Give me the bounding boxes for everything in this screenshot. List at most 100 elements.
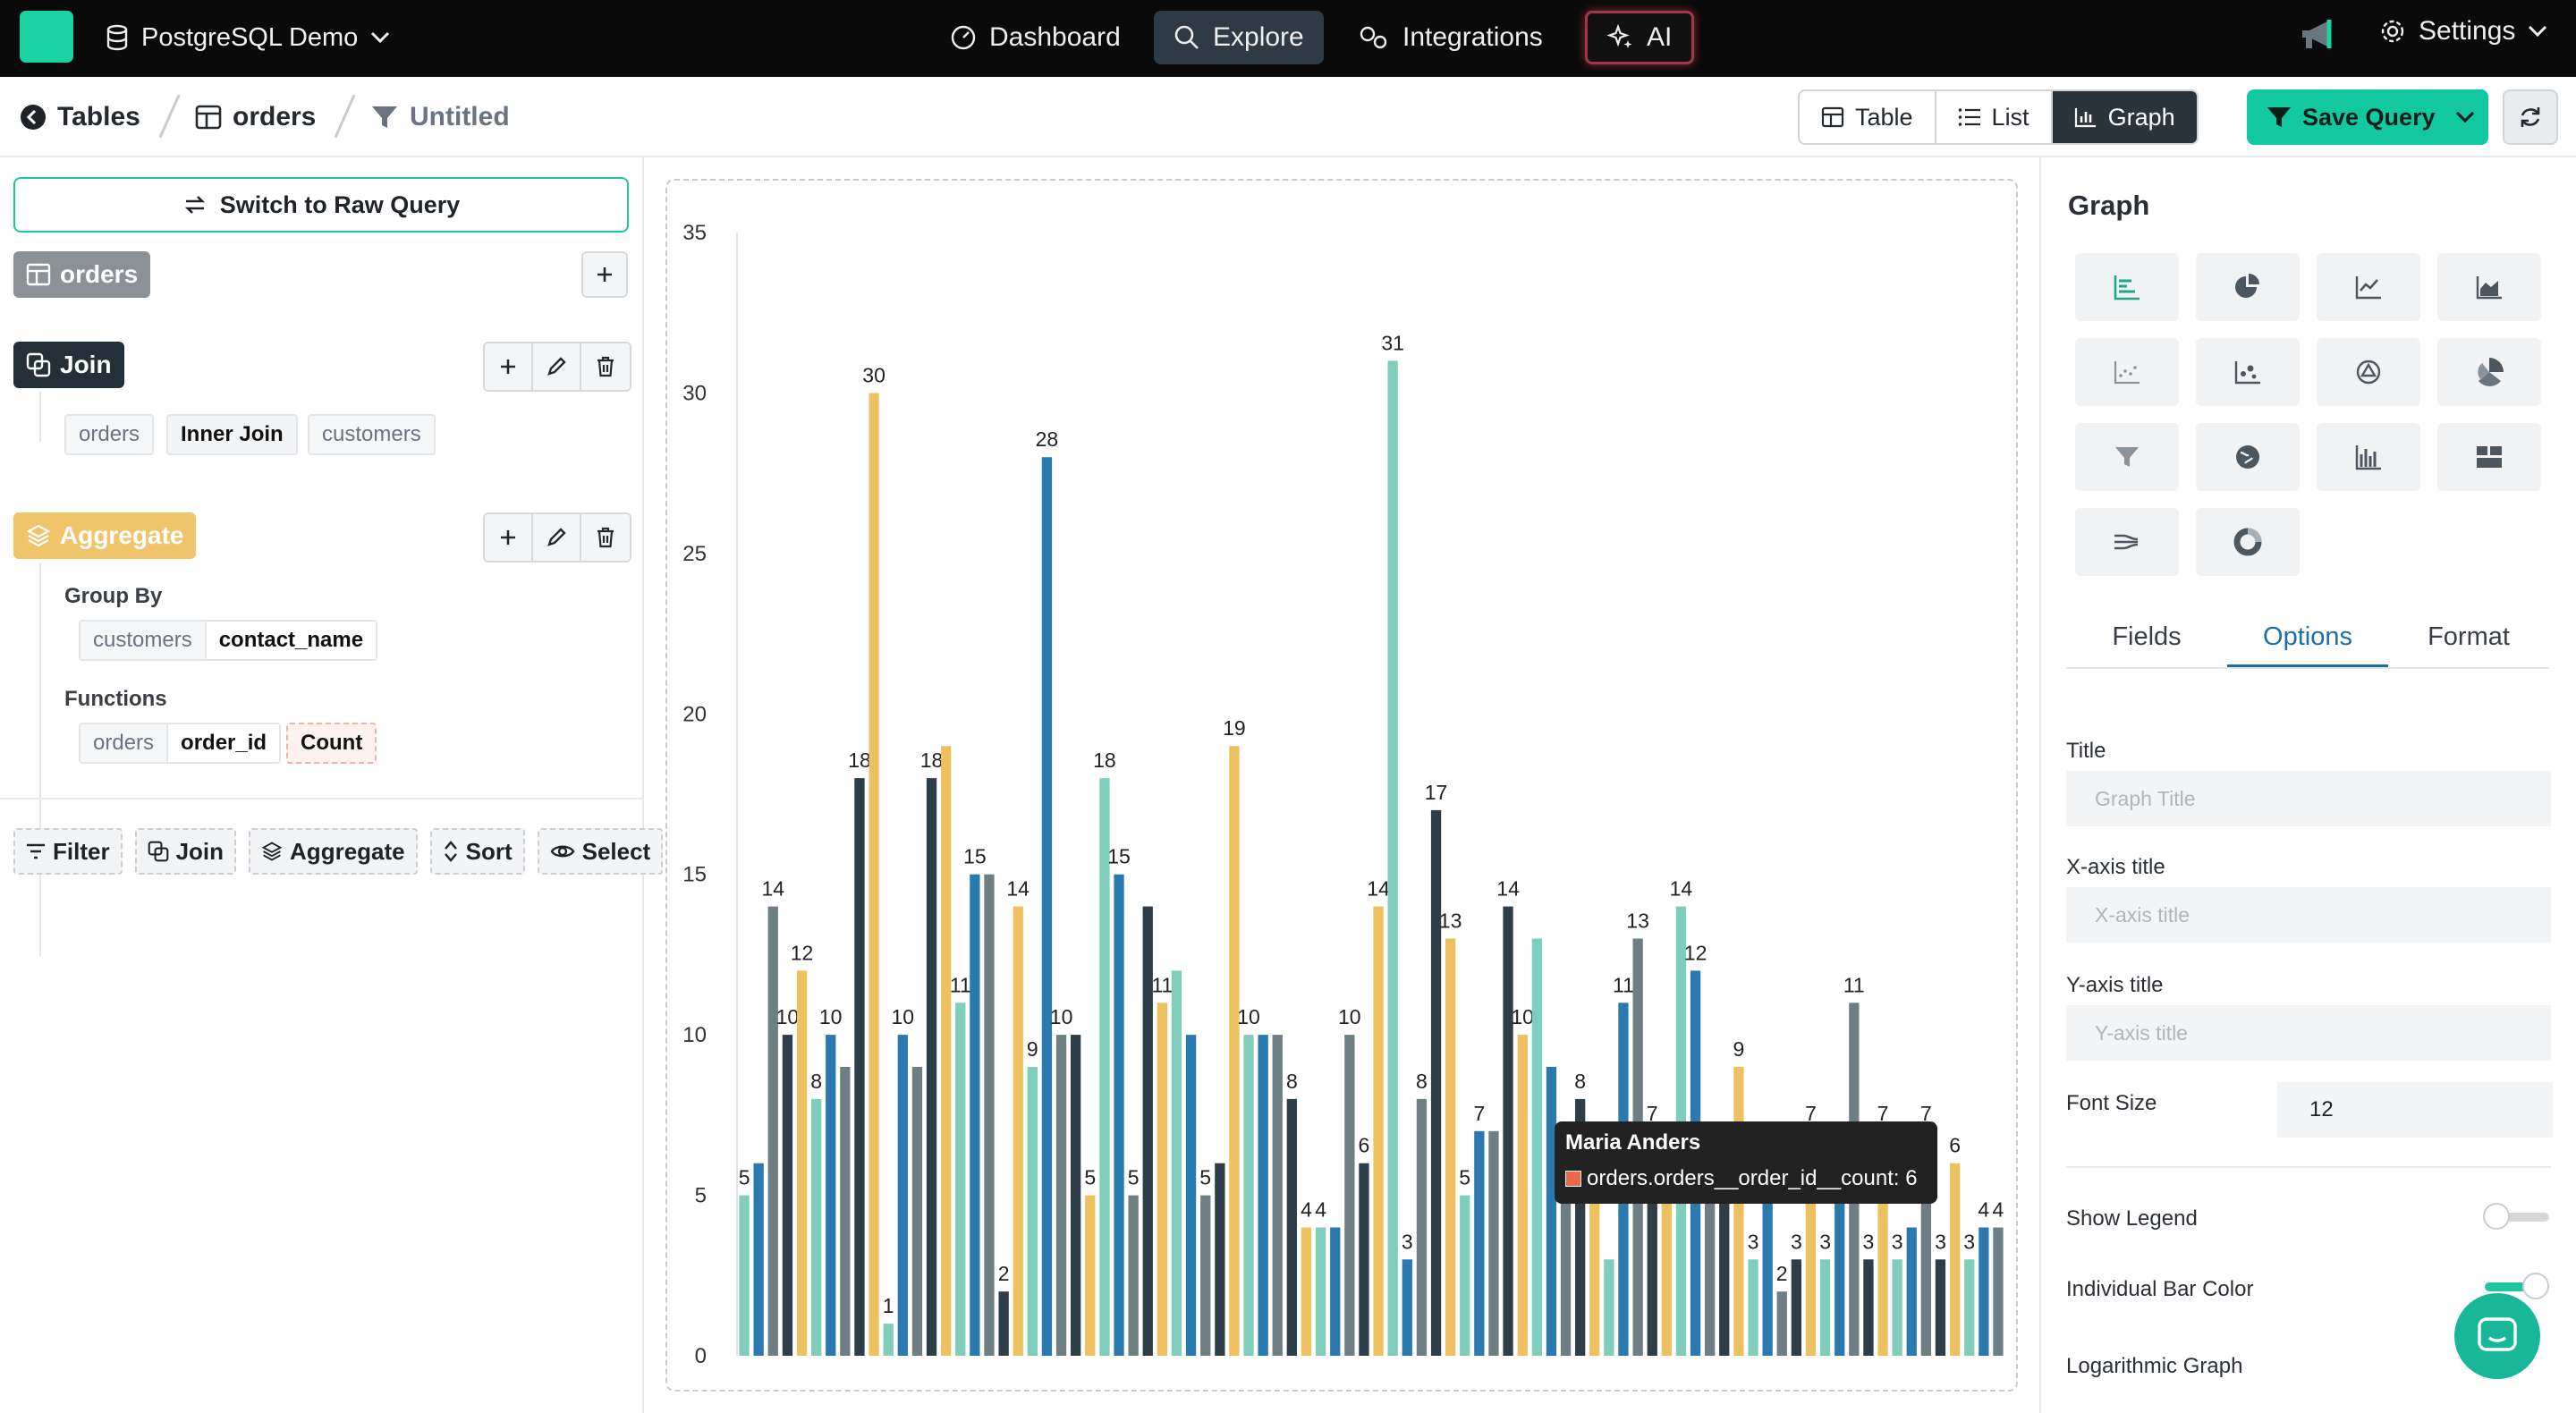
chart-bar[interactable] xyxy=(1819,1259,1831,1356)
add-join-button[interactable]: Join xyxy=(134,828,237,875)
join-left-table[interactable]: orders xyxy=(64,414,155,455)
app-logo[interactable] xyxy=(20,11,73,63)
function-field[interactable]: orders order_id xyxy=(79,723,282,764)
chart-bar[interactable] xyxy=(1661,1195,1672,1356)
chart-bar[interactable] xyxy=(854,778,865,1356)
chart-bar[interactable] xyxy=(1503,906,1513,1356)
graph-type-polar-area[interactable] xyxy=(2437,338,2541,406)
chart-bar[interactable] xyxy=(1359,1163,1369,1356)
tab-format[interactable]: Format xyxy=(2428,622,2510,651)
chart-bar[interactable] xyxy=(767,906,778,1356)
breadcrumb-query[interactable]: Untitled xyxy=(370,98,510,136)
chart-bar[interactable] xyxy=(1705,1195,1716,1356)
aggregate-delete-button[interactable] xyxy=(581,514,630,561)
chart-bar[interactable] xyxy=(869,393,879,1356)
chart-bar[interactable] xyxy=(998,1291,1009,1356)
chart-bar[interactable] xyxy=(1906,1227,1917,1357)
function-type[interactable]: Count xyxy=(286,723,377,764)
chart-bar[interactable] xyxy=(1258,1035,1268,1356)
chart-bar[interactable] xyxy=(1460,1195,1470,1356)
graph-title-input[interactable] xyxy=(2066,771,2551,826)
add-filter-button[interactable]: Filter xyxy=(13,828,123,875)
graph-type-line[interactable] xyxy=(2317,253,2420,321)
chart-bar[interactable] xyxy=(1776,1291,1787,1356)
chart-bar[interactable] xyxy=(1416,1098,1428,1356)
chart-bar[interactable] xyxy=(1272,1035,1283,1356)
chart-bar[interactable] xyxy=(1099,778,1110,1356)
chart-bar[interactable] xyxy=(1560,1163,1572,1356)
chart-bar[interactable] xyxy=(1114,874,1124,1356)
chart-bar[interactable] xyxy=(1474,1130,1485,1356)
chart-bar[interactable] xyxy=(1142,906,1153,1356)
chart-bar[interactable] xyxy=(1243,1035,1254,1356)
announcements-button[interactable] xyxy=(2299,16,2340,52)
chart-bar[interactable] xyxy=(1935,1259,1946,1356)
chart-bar[interactable] xyxy=(796,970,808,1356)
chart-bar[interactable] xyxy=(811,1098,822,1356)
graph-type-histogram[interactable] xyxy=(2317,423,2420,491)
aggregate-step-tag[interactable]: Aggregate xyxy=(13,512,197,559)
chart-bar[interactable] xyxy=(1950,1163,1961,1356)
chart-bar[interactable] xyxy=(1748,1259,1758,1356)
chart-bar[interactable] xyxy=(1445,938,1456,1357)
chart-bar[interactable] xyxy=(1402,1259,1412,1356)
graph-canvas[interactable]: 0 5 10 15 20 25 30 35 5 14 10 12 8 10 18 30 1 10 18 11 15 2 14… xyxy=(665,179,2018,1392)
nav-ai[interactable]: AI xyxy=(1585,11,1695,64)
chart-bar[interactable] xyxy=(1344,1035,1355,1356)
chart-bar[interactable] xyxy=(1171,970,1182,1356)
chart-bar[interactable] xyxy=(1762,1195,1773,1356)
refresh-button[interactable] xyxy=(2503,89,2558,145)
chart-bar[interactable] xyxy=(1330,1227,1341,1357)
graph-type-bar[interactable] xyxy=(2075,253,2179,321)
graph-type-radar[interactable] xyxy=(2317,338,2420,406)
chart-bar[interactable] xyxy=(1373,906,1384,1356)
chart-bar[interactable] xyxy=(1157,1003,1167,1356)
chart-bar[interactable] xyxy=(1316,1227,1326,1357)
support-chat-button[interactable] xyxy=(2454,1293,2540,1379)
join-add-button[interactable] xyxy=(485,343,533,390)
bar-chart[interactable]: 0510152025303551410128101830110181115214… xyxy=(667,181,2020,1393)
chart-bar[interactable] xyxy=(1733,1067,1744,1356)
font-size-input[interactable]: 12 xyxy=(2277,1082,2553,1138)
y-axis-title-input[interactable] xyxy=(2066,1005,2551,1061)
chart-bar[interactable] xyxy=(1055,1035,1067,1356)
join-edit-button[interactable] xyxy=(533,343,581,390)
chart-bar[interactable] xyxy=(1863,1259,1874,1356)
base-table-tag[interactable]: orders xyxy=(13,251,151,298)
aggregate-add-button[interactable] xyxy=(485,514,533,561)
chart-bar[interactable] xyxy=(897,1035,908,1356)
aggregate-edit-button[interactable] xyxy=(533,514,581,561)
graph-type-donut[interactable] xyxy=(2196,508,2300,576)
chart-bar[interactable] xyxy=(1920,1130,1931,1356)
chart-bar[interactable] xyxy=(1185,1035,1197,1356)
breadcrumb-orders[interactable]: orders xyxy=(195,98,316,136)
add-step-button[interactable] xyxy=(581,251,628,298)
add-aggregate-button[interactable]: Aggregate xyxy=(249,828,418,875)
chart-bar[interactable] xyxy=(926,778,937,1356)
add-select-button[interactable]: Select xyxy=(537,828,664,875)
chart-bar[interactable] xyxy=(782,1035,793,1356)
graph-type-scatter[interactable] xyxy=(2075,338,2179,406)
switch-to-raw-query-button[interactable]: Switch to Raw Query xyxy=(13,177,629,233)
nav-dashboard[interactable]: Dashboard xyxy=(930,11,1140,64)
chart-bar[interactable] xyxy=(826,1035,836,1356)
chart-bar[interactable] xyxy=(984,874,995,1356)
nav-explore[interactable]: Explore xyxy=(1154,11,1324,64)
chart-bar[interactable] xyxy=(1488,1130,1499,1356)
graph-type-funnel[interactable] xyxy=(2075,423,2179,491)
chart-bar[interactable] xyxy=(1301,1227,1312,1357)
chart-bar[interactable] xyxy=(1575,1098,1586,1356)
join-right-table[interactable]: customers xyxy=(308,414,436,455)
view-list-button[interactable]: List xyxy=(1936,91,2053,143)
individual-bar-color-toggle[interactable] xyxy=(2485,1273,2549,1299)
chart-bar[interactable] xyxy=(1892,1259,1902,1356)
join-delete-button[interactable] xyxy=(581,343,630,390)
chart-bar[interactable] xyxy=(1546,1067,1557,1356)
chart-bar[interactable] xyxy=(739,1195,750,1356)
database-selector[interactable]: PostgreSQL Demo xyxy=(106,18,390,57)
chart-bar[interactable] xyxy=(1229,746,1240,1356)
graph-type-sankey[interactable] xyxy=(2075,508,2179,576)
view-table-button[interactable]: Table xyxy=(1800,91,1936,143)
chart-bar[interactable] xyxy=(1430,809,1442,1356)
chart-bar[interactable] xyxy=(1531,938,1542,1357)
